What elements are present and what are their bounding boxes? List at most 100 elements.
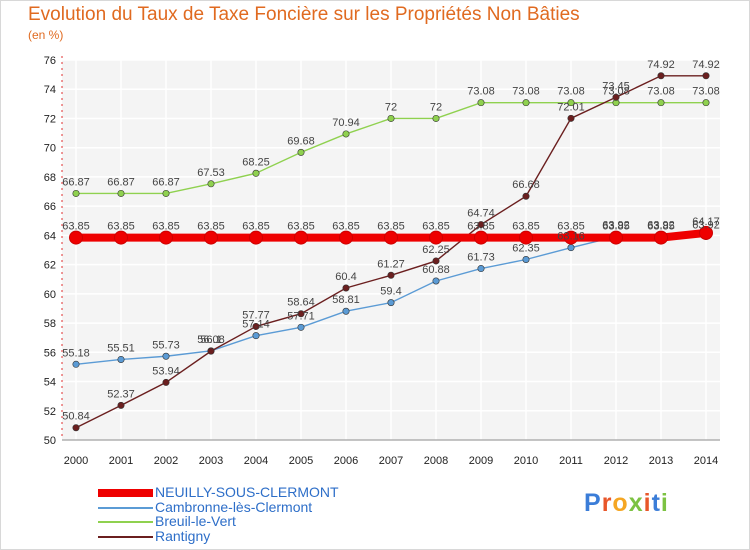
x-tick-label: 2012 — [604, 455, 628, 467]
data-label: 53.94 — [152, 365, 180, 377]
x-tick-label: 2005 — [289, 455, 313, 467]
data-label: 63.85 — [467, 221, 495, 233]
data-point — [162, 352, 170, 360]
data-point — [477, 221, 485, 229]
logo-letter: i — [660, 489, 669, 517]
series-3 — [72, 72, 710, 432]
data-label: 58.81 — [332, 294, 360, 306]
data-point — [252, 332, 260, 340]
data-label: 56.1 — [200, 334, 221, 346]
data-point — [567, 244, 575, 252]
data-label: 63.85 — [242, 221, 270, 233]
data-label: 73.08 — [602, 86, 630, 98]
data-label: 69.68 — [287, 135, 315, 147]
legend-label: Cambronne-lès-Clermont — [155, 498, 313, 515]
data-point — [297, 148, 305, 156]
data-label: 57.14 — [242, 319, 270, 331]
legend-swatch — [98, 535, 153, 538]
data-label: 63.92 — [602, 220, 630, 232]
data-label: 63.85 — [647, 221, 675, 233]
y-tick-label: 66 — [44, 201, 56, 213]
data-point — [162, 378, 170, 386]
data-point — [252, 169, 260, 177]
data-label: 63.85 — [197, 221, 225, 233]
series-0 — [69, 225, 713, 245]
x-tick-label: 2014 — [694, 455, 718, 467]
data-label: 52.37 — [107, 388, 135, 400]
data-label: 66.68 — [512, 179, 540, 191]
proxiti-logo: Proxiti — [584, 489, 669, 518]
data-label: 74.92 — [692, 59, 720, 71]
x-tick-label: 2007 — [379, 455, 403, 467]
data-point — [162, 189, 170, 197]
data-point — [522, 192, 530, 200]
data-label: 63.85 — [107, 221, 135, 233]
y-tick-label: 52 — [44, 406, 56, 418]
y-tick-label: 54 — [44, 377, 56, 389]
data-label: 58.64 — [287, 297, 315, 309]
data-point — [72, 424, 80, 432]
data-label: 60.4 — [335, 271, 356, 283]
data-point — [477, 99, 485, 107]
legend-swatch — [98, 521, 153, 523]
data-label: 73.08 — [557, 86, 585, 98]
x-tick-label: 2013 — [649, 455, 673, 467]
logo-letter: P — [584, 489, 602, 517]
y-tick-label: 70 — [44, 143, 56, 155]
logo-letter: i — [643, 489, 652, 517]
data-label: 56.08 — [197, 334, 225, 346]
data-label: 63.16 — [557, 231, 585, 243]
data-point — [297, 323, 305, 331]
data-point — [69, 230, 83, 245]
data-label: 66.87 — [62, 176, 90, 188]
data-point — [432, 257, 440, 265]
data-point — [249, 230, 263, 245]
legend-swatch — [98, 506, 153, 509]
legend-label: Breuil-le-Vert — [155, 513, 236, 529]
data-label: 66.87 — [152, 176, 180, 188]
data-point — [384, 230, 398, 245]
y-tick-label: 50 — [44, 435, 56, 447]
y-tick-label: 76 — [44, 55, 56, 67]
y-tick-label: 60 — [44, 289, 56, 301]
data-label: 62.35 — [512, 243, 540, 255]
data-label: 63.85 — [602, 221, 630, 233]
data-label: 72.01 — [557, 101, 585, 113]
data-point — [339, 230, 353, 245]
data-point — [702, 99, 710, 107]
data-point — [159, 230, 173, 245]
data-point — [522, 255, 530, 263]
series-2 — [72, 99, 710, 197]
y-tick-label: 72 — [44, 113, 56, 125]
data-point — [207, 347, 215, 355]
data-label: 73.08 — [467, 86, 495, 98]
data-point — [609, 230, 623, 245]
data-point — [612, 93, 620, 101]
data-point — [342, 307, 350, 315]
data-label: 73.08 — [647, 86, 675, 98]
data-point — [387, 271, 395, 279]
data-point — [432, 114, 440, 122]
data-label: 63.92 — [692, 220, 720, 232]
data-label: 63.85 — [422, 221, 450, 233]
data-label: 61.27 — [377, 258, 405, 270]
data-label: 63.85 — [377, 221, 405, 233]
data-label: 63.85 — [152, 221, 180, 233]
data-point — [477, 265, 485, 273]
data-label: 62.25 — [422, 244, 450, 256]
data-label: 63.85 — [287, 221, 315, 233]
legend-label: Rantigny — [155, 527, 211, 544]
data-point — [432, 277, 440, 285]
data-label: 63.85 — [557, 221, 585, 233]
x-tick-label: 2000 — [64, 455, 88, 467]
x-tick-label: 2008 — [424, 455, 448, 467]
x-tick-label: 2002 — [154, 455, 178, 467]
data-point — [699, 225, 713, 240]
data-point — [117, 355, 125, 363]
y-tick-label: 68 — [44, 172, 56, 184]
data-point — [342, 284, 350, 292]
legend-swatch — [98, 489, 153, 497]
data-label: 50.84 — [62, 411, 90, 423]
x-tick-label: 2004 — [244, 455, 268, 467]
data-point — [657, 99, 665, 107]
